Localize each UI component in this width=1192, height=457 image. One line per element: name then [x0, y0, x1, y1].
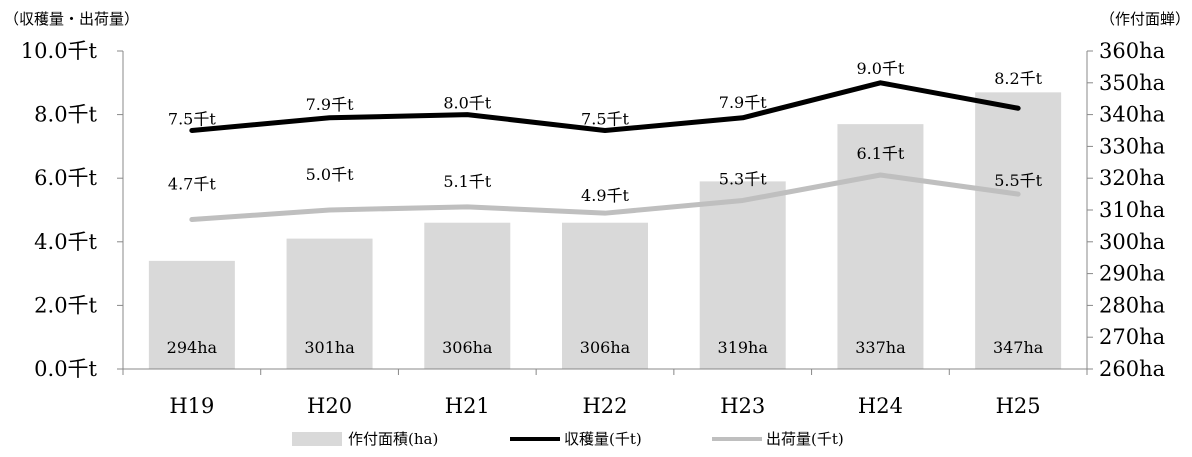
right-tick-label-7: 330ha: [1099, 134, 1165, 158]
left-tick-label-5: 10.0千t: [21, 39, 98, 63]
right-tick-label-8: 340ha: [1099, 103, 1165, 127]
left-tick-label-2: 4.0千t: [34, 230, 97, 254]
series-label-1-H20: 5.0千t: [306, 165, 354, 184]
series-label-0-H23: 7.9千t: [719, 93, 767, 112]
right-tick-label-10: 360ha: [1099, 39, 1165, 63]
legend-label-harvest: 収穫量(千t): [564, 430, 642, 448]
legend-item-harvest: 収穫量(千t): [510, 428, 642, 449]
legend-swatch-shipment: [712, 436, 762, 441]
legend-swatch-area: [292, 431, 342, 446]
combo-chart: 294ha 301ha 306ha 306ha 319ha 337ha 347ha 0.0千t…: [21, 39, 1165, 418]
bar-area-H23: [699, 181, 786, 369]
left-tick-label-3: 6.0千t: [34, 166, 97, 190]
x-tick-label-H20: H20: [307, 394, 352, 418]
x-tick-label-H23: H23: [720, 394, 765, 418]
series-label-0-H20: 7.9千t: [306, 95, 354, 114]
series-label-0-H21: 8.0千t: [443, 94, 491, 113]
right-axis-title: （作付面蝉）: [1099, 10, 1190, 28]
legend-label-area: 作付面積(ha): [348, 430, 439, 448]
bar-area-H19: [148, 260, 235, 369]
legend: 作付面積(ha) 収穫量(千t) 出荷量(千t): [0, 428, 1192, 452]
x-tick-label-H21: H21: [445, 394, 490, 418]
bar-label-H22: 306ha: [580, 338, 631, 357]
series-label-0-H25: 8.2千t: [994, 69, 1042, 88]
series-label-1-H19: 4.7千t: [168, 175, 216, 194]
right-tick-label-9: 350ha: [1099, 71, 1165, 95]
bar-area-H20: [286, 238, 373, 369]
right-tick-label-6: 320ha: [1099, 166, 1165, 190]
left-tick-label-0: 0.0千t: [34, 357, 97, 381]
x-tick-label-H22: H22: [582, 394, 627, 418]
right-tick-label-3: 290ha: [1099, 262, 1165, 286]
right-tick-label-1: 270ha: [1099, 325, 1165, 349]
series-label-0-H19: 7.5千t: [168, 110, 216, 129]
right-tick-label-2: 280ha: [1099, 293, 1165, 317]
bar-label-H24: 337ha: [855, 338, 906, 357]
series-label-1-H24: 6.1千t: [856, 144, 904, 163]
left-axis-title: （収穫量・出荷量）: [4, 10, 140, 28]
left-tick-label-1: 2.0千t: [34, 293, 97, 317]
series-label-1-H25: 5.5千t: [994, 171, 1042, 190]
right-tick-label-4: 300ha: [1099, 230, 1165, 254]
series-label-0-H24: 9.0千t: [856, 59, 904, 78]
series-label-1-H22: 4.9千t: [581, 186, 629, 205]
series-label-0-H22: 7.5千t: [581, 110, 629, 129]
bar-area-H24: [837, 124, 924, 369]
x-tick-label-H19: H19: [169, 394, 214, 418]
bar-area-H21: [424, 222, 511, 369]
legend-label-shipment: 出荷量(千t): [766, 430, 844, 448]
bar-label-H21: 306ha: [442, 338, 493, 357]
right-tick-label-0: 260ha: [1099, 357, 1165, 381]
series-label-1-H23: 5.3千t: [719, 169, 767, 188]
legend-swatch-harvest: [510, 436, 560, 441]
bar-label-H19: 294ha: [167, 338, 218, 357]
left-tick-label-4: 8.0千t: [34, 103, 97, 127]
right-tick-label-5: 310ha: [1099, 198, 1165, 222]
x-tick-label-H25: H25: [996, 394, 1041, 418]
legend-item-area: 作付面積(ha): [292, 428, 438, 449]
bar-label-H20: 301ha: [304, 338, 355, 357]
bar-area-H25: [975, 92, 1062, 369]
bar-area-H22: [562, 222, 648, 369]
x-tick-label-H24: H24: [858, 394, 903, 418]
series-label-1-H21: 5.1千t: [443, 172, 491, 191]
bar-label-H23: 319ha: [718, 338, 769, 357]
legend-item-shipment: 出荷量(千t): [712, 428, 844, 449]
bar-label-H25: 347ha: [993, 338, 1044, 357]
